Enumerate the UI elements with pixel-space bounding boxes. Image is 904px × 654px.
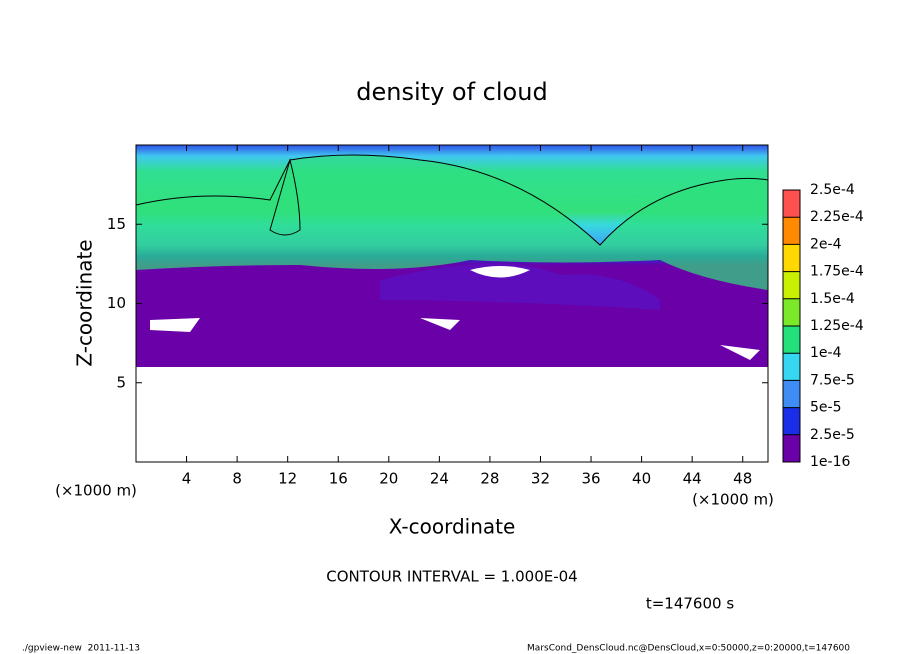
x-tick-label: 20: [379, 470, 398, 488]
colorbar-label: 1e-4: [810, 345, 842, 361]
field-empty: [136, 367, 768, 462]
colorbar-label: 1.75e-4: [810, 264, 864, 280]
y-axis-label: Z-coordinate: [73, 239, 97, 366]
contour-note: CONTOUR INTERVAL = 1.000E-04: [326, 568, 577, 586]
x-tick-label: 40: [632, 470, 651, 488]
colorbar-segment: [783, 217, 800, 245]
colorbar-label: 2.5e-4: [810, 182, 855, 198]
colorbar-label: 1.25e-4: [810, 318, 864, 334]
colorbar-segment: [783, 353, 800, 381]
colorbar-label: 5e-5: [810, 400, 841, 416]
footer-right: MarsCond_DensCloud.nc@DensCloud,x=0:5000…: [527, 644, 850, 654]
x-tick-label: 16: [329, 470, 348, 488]
colorbar-label: 2e-4: [810, 236, 842, 252]
x-axis-label: X-coordinate: [389, 515, 516, 539]
colorbar-label: 1e-16: [810, 454, 850, 470]
y-tick-label: 5: [116, 373, 126, 391]
footer-left: ./gpview-new 2011-11-13: [22, 644, 140, 654]
x-tick-label: 4: [182, 470, 192, 488]
colorbar-segment: [783, 407, 800, 435]
colorbar-segment: [783, 244, 800, 272]
field: [136, 145, 768, 462]
colorbar-segment: [783, 380, 800, 408]
colorbar-segment: [783, 326, 800, 354]
field-green: [136, 155, 768, 290]
x-tick-label: 8: [232, 470, 242, 488]
colorbar-segment: [783, 271, 800, 299]
colorbar-label: 2.25e-4: [810, 209, 864, 225]
contour: [269, 158, 301, 236]
x-tick-label: 36: [581, 470, 600, 488]
field-gap: [470, 266, 530, 278]
x-tick-label: 12: [278, 470, 297, 488]
y-tick-label: 15: [107, 215, 126, 233]
x-tick-label: 32: [531, 470, 550, 488]
x-unit: (×1000 m): [55, 482, 137, 500]
time-note: t=147600 s: [646, 595, 734, 613]
colorbar-segment: [783, 190, 800, 218]
x-unit: (×1000 m): [692, 491, 774, 509]
y-tick-label: 10: [107, 294, 126, 312]
x-tick-label: 24: [430, 470, 449, 488]
x-tick-label: 28: [480, 470, 499, 488]
chart-title: density of cloud: [356, 78, 547, 106]
x-tick-label: 44: [683, 470, 702, 488]
field-purple: [380, 263, 660, 310]
x-tick-label: 48: [733, 470, 752, 488]
contour: [136, 154, 768, 246]
colorbar-label: 7.5e-5: [810, 372, 855, 388]
colorbar-label: 2.5e-5: [810, 427, 855, 443]
colorbar-segment: [783, 298, 800, 326]
colorbar-segment: [783, 434, 800, 462]
colorbar-label: 1.5e-4: [810, 291, 855, 307]
